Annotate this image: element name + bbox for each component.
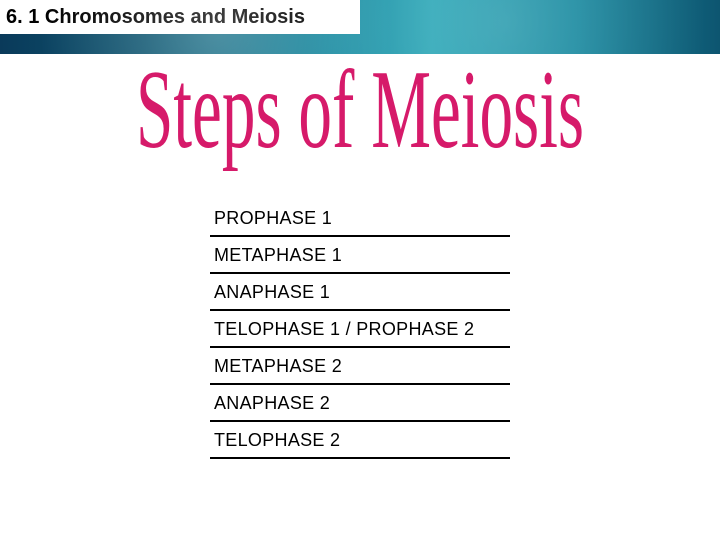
main-title: Steps of Meiosis [136, 54, 584, 166]
step-label: METAPHASE 1 [214, 245, 342, 265]
header-title-plate: 6. 1 Chromosomes and Meiosis [0, 0, 360, 34]
step-label: PROPHASE 1 [214, 208, 332, 228]
step-label: TELOPHASE 2 [214, 430, 340, 450]
list-item: ANAPHASE 2 [210, 385, 510, 422]
step-list: PROPHASE 1 METAPHASE 1 ANAPHASE 1 TELOPH… [210, 200, 510, 459]
step-label: METAPHASE 2 [214, 356, 342, 376]
slide: 6. 1 Chromosomes and Meiosis Steps of Me… [0, 0, 720, 540]
step-label: ANAPHASE 1 [214, 282, 330, 302]
step-label: ANAPHASE 2 [214, 393, 330, 413]
section-title: 6. 1 Chromosomes and Meiosis [6, 6, 305, 29]
list-item: TELOPHASE 2 [210, 422, 510, 459]
list-item: PROPHASE 1 [210, 200, 510, 237]
list-item: TELOPHASE 1 / PROPHASE 2 [210, 311, 510, 348]
list-item: METAPHASE 1 [210, 237, 510, 274]
list-item: METAPHASE 2 [210, 348, 510, 385]
list-item: ANAPHASE 1 [210, 274, 510, 311]
header-band: 6. 1 Chromosomes and Meiosis [0, 0, 720, 54]
step-label: TELOPHASE 1 / PROPHASE 2 [214, 319, 474, 339]
